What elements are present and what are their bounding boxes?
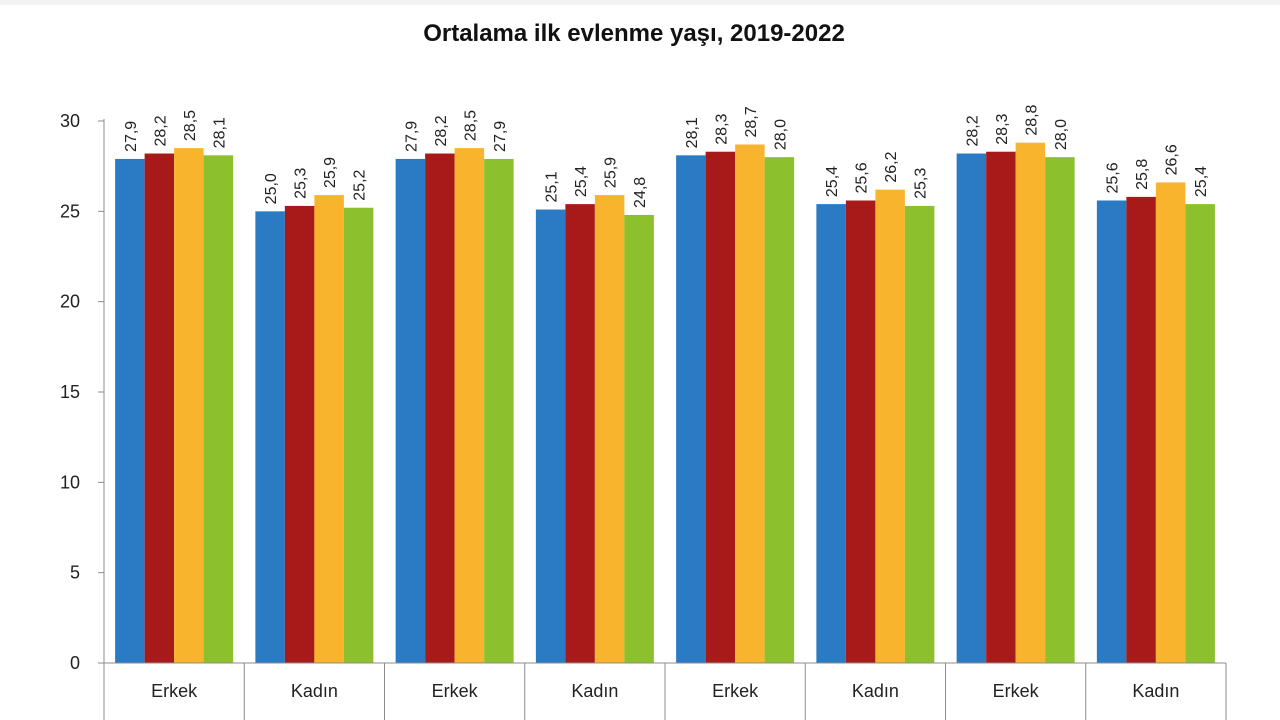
category-label: Erkek: [712, 681, 759, 701]
bar: [343, 207, 374, 663]
bar: [676, 155, 706, 663]
category-label: Erkek: [151, 681, 198, 701]
data-label: 25,4: [1193, 166, 1210, 197]
data-label: 28,8: [1023, 104, 1040, 135]
bar: [1096, 200, 1127, 663]
data-label: 25,9: [603, 157, 620, 188]
data-label: 28,0: [1053, 119, 1070, 150]
data-labels-group: 27,9 25,0 27,9 25,1 28,1 25,4 28,2 25,6 28,2 25,3…: [123, 104, 1210, 208]
bar: [1185, 204, 1215, 663]
bar: [594, 195, 625, 663]
bar: [816, 204, 846, 663]
bar: [174, 148, 204, 664]
bar: [314, 195, 344, 663]
data-label: 28,5: [462, 110, 479, 141]
data-label: 25,9: [322, 157, 339, 188]
data-label: 28,3: [713, 113, 730, 144]
bar: [986, 151, 1016, 664]
bar: [144, 153, 175, 663]
y-tick-label: 25: [60, 201, 80, 221]
category-labels-group: Erkek Kadın Erkek Kadın Erkek Kadın Erkek Kadın: [151, 681, 1179, 701]
bar: [1045, 157, 1075, 663]
data-label: 27,9: [123, 121, 140, 152]
y-tick-label: 10: [60, 472, 80, 492]
data-label: 25,4: [573, 166, 590, 197]
data-label: 28,2: [433, 115, 450, 146]
category-label: Kadın: [852, 681, 899, 701]
y-axis-ticks: 0 5 10 15 20 25 30: [60, 111, 80, 673]
data-label: 28,5: [182, 110, 199, 141]
bars-group: [115, 142, 1215, 664]
data-label: 28,0: [772, 119, 789, 150]
bar: [115, 158, 145, 663]
data-label: 25,3: [913, 168, 930, 199]
y-tick-label: 20: [60, 292, 80, 312]
category-label: Kadın: [571, 681, 618, 701]
data-label: 25,4: [824, 166, 841, 197]
chart-title: Ortalama ilk evlenme yaşı, 2019-2022: [423, 20, 845, 47]
data-label: 28,1: [684, 117, 701, 148]
top-strip: [0, 0, 1280, 5]
category-label: Kadın: [291, 681, 338, 701]
bar: [845, 200, 876, 663]
bar: [956, 153, 987, 663]
bar: [875, 189, 905, 664]
data-label: 28,2: [964, 115, 981, 146]
bar: [904, 205, 935, 663]
bar: [735, 144, 765, 663]
category-label: Kadın: [1132, 681, 1179, 701]
data-label: 26,6: [1164, 144, 1181, 175]
y-tick-label: 15: [60, 382, 80, 402]
data-label: 25,1: [544, 171, 561, 202]
bar: [484, 158, 514, 663]
bar: [284, 205, 315, 663]
bar: [454, 148, 485, 664]
y-tick-label: 0: [70, 653, 80, 673]
data-label: 28,1: [211, 117, 228, 148]
bar: [624, 214, 654, 664]
bar: [705, 151, 736, 664]
bar: [535, 209, 566, 663]
data-label: 25,6: [1105, 162, 1122, 193]
bar: [565, 204, 595, 663]
category-label: Erkek: [993, 681, 1040, 701]
bar: [764, 157, 795, 663]
bar: [425, 153, 455, 663]
data-label: 24,8: [632, 177, 649, 208]
category-label: Erkek: [432, 681, 479, 701]
data-label: 26,2: [883, 151, 900, 182]
data-label: 28,2: [152, 115, 169, 146]
y-tick-label: 5: [70, 563, 80, 583]
data-label: 25,0: [263, 173, 280, 204]
bar: [203, 155, 234, 663]
data-label: 28,7: [743, 106, 760, 137]
bar: [1015, 142, 1046, 663]
data-label: 25,2: [352, 169, 369, 200]
data-label: 28,3: [994, 113, 1011, 144]
bar: [255, 211, 285, 664]
data-label: 25,8: [1134, 159, 1151, 190]
data-label: 25,3: [293, 168, 310, 199]
bar: [1155, 182, 1186, 663]
y-tick-label: 30: [60, 111, 80, 131]
axes-group: [98, 119, 1227, 720]
data-label: 27,9: [492, 121, 509, 152]
bar: [1126, 196, 1156, 663]
data-label: 27,9: [403, 121, 420, 152]
bar: [395, 158, 426, 663]
data-label: 25,6: [854, 162, 871, 193]
